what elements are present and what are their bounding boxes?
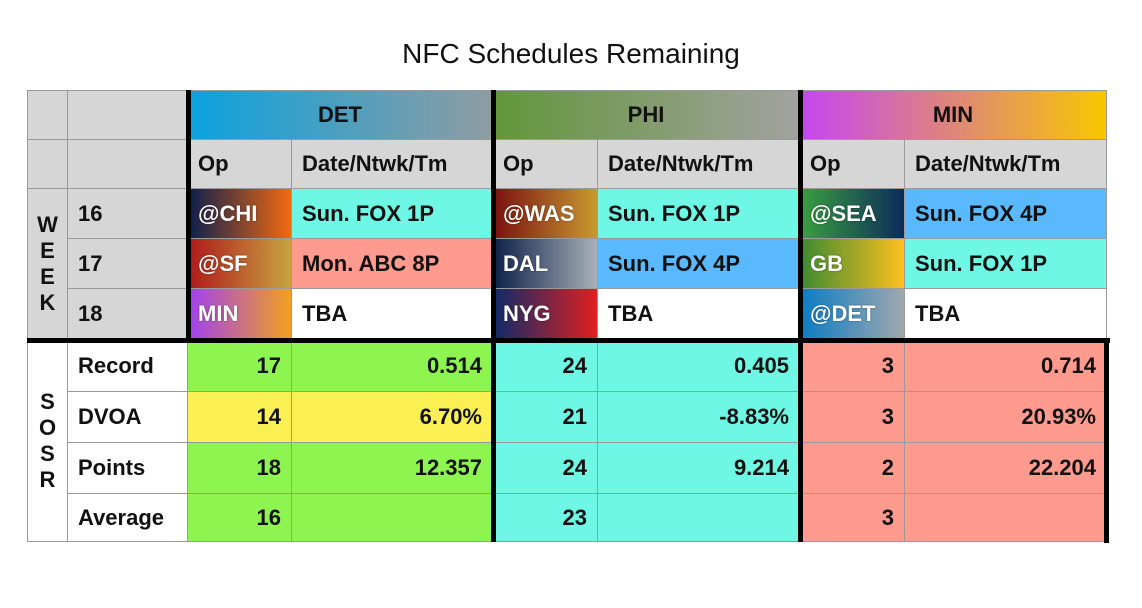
subheader: Op (188, 140, 292, 189)
rank: 24 (493, 340, 598, 392)
opponent: MIN (188, 289, 292, 340)
opponent: @CHI (188, 189, 292, 239)
metric-value (292, 494, 493, 542)
blank-cell (68, 90, 188, 140)
week-label-text: WEEK (37, 212, 58, 315)
metric-value: -8.83% (598, 392, 800, 443)
subheader: Date/Ntwk/Tm (598, 140, 800, 189)
game-time: Sun. FOX 4P (905, 189, 1107, 239)
opponent: @SF (188, 239, 292, 289)
rank: 17 (188, 340, 292, 392)
rank: 3 (800, 494, 905, 542)
opponent: NYG (493, 289, 598, 340)
rank: 23 (493, 494, 598, 542)
blank-cell (68, 140, 188, 189)
opponent: GB (800, 239, 905, 289)
blank-cell (27, 140, 68, 189)
metric-label: Average (68, 494, 188, 542)
divider (186, 90, 191, 340)
metric-value (905, 494, 1107, 542)
team-header: DET (188, 90, 493, 140)
rank: 3 (800, 340, 905, 392)
subheader: Date/Ntwk/Tm (905, 140, 1107, 189)
week-number: 17 (68, 239, 188, 289)
opponent: @WAS (493, 189, 598, 239)
rank: 16 (188, 494, 292, 542)
metric-label: Points (68, 443, 188, 494)
rank: 21 (493, 392, 598, 443)
metric-label: Record (68, 340, 188, 392)
metric-label: DVOA (68, 392, 188, 443)
game-time: Sun. FOX 1P (292, 189, 493, 239)
team-header: MIN (800, 90, 1107, 140)
divider (27, 338, 1110, 343)
week-number: 16 (68, 189, 188, 239)
divider (1104, 340, 1109, 543)
rank: 18 (188, 443, 292, 494)
rank: 24 (493, 443, 598, 494)
game-time: Sun. FOX 1P (598, 189, 800, 239)
subheader: Date/Ntwk/Tm (292, 140, 493, 189)
opponent: @SEA (800, 189, 905, 239)
metric-value: 0.405 (598, 340, 800, 392)
game-time: Sun. FOX 1P (905, 239, 1107, 289)
divider (798, 90, 803, 542)
week-number: 18 (68, 289, 188, 340)
team-header: PHI (493, 90, 800, 140)
metric-value: 9.214 (598, 443, 800, 494)
sosr-label-text: SOSR (38, 388, 57, 492)
rank: 3 (800, 392, 905, 443)
blank-cell (27, 90, 68, 140)
game-time: TBA (292, 289, 493, 340)
rank: 2 (800, 443, 905, 494)
opponent: DAL (493, 239, 598, 289)
game-time: Mon. ABC 8P (292, 239, 493, 289)
game-time: TBA (905, 289, 1107, 340)
game-time: Sun. FOX 4P (598, 239, 800, 289)
metric-value: 12.357 (292, 443, 493, 494)
metric-value: 20.93% (905, 392, 1107, 443)
rank: 14 (188, 392, 292, 443)
opponent: @DET (800, 289, 905, 340)
title: NFC Schedules Remaining (402, 38, 740, 69)
subheader: Op (800, 140, 905, 189)
metric-value: 22.204 (905, 443, 1107, 494)
game-time: TBA (598, 289, 800, 340)
sosr-label: SOSR (27, 340, 68, 542)
metric-value: 0.714 (905, 340, 1107, 392)
subheader: Op (493, 140, 598, 189)
week-label: WEEK (27, 189, 68, 340)
divider (491, 90, 496, 542)
metric-value (598, 494, 800, 542)
metric-value: 0.514 (292, 340, 493, 392)
metric-value: 6.70% (292, 392, 493, 443)
